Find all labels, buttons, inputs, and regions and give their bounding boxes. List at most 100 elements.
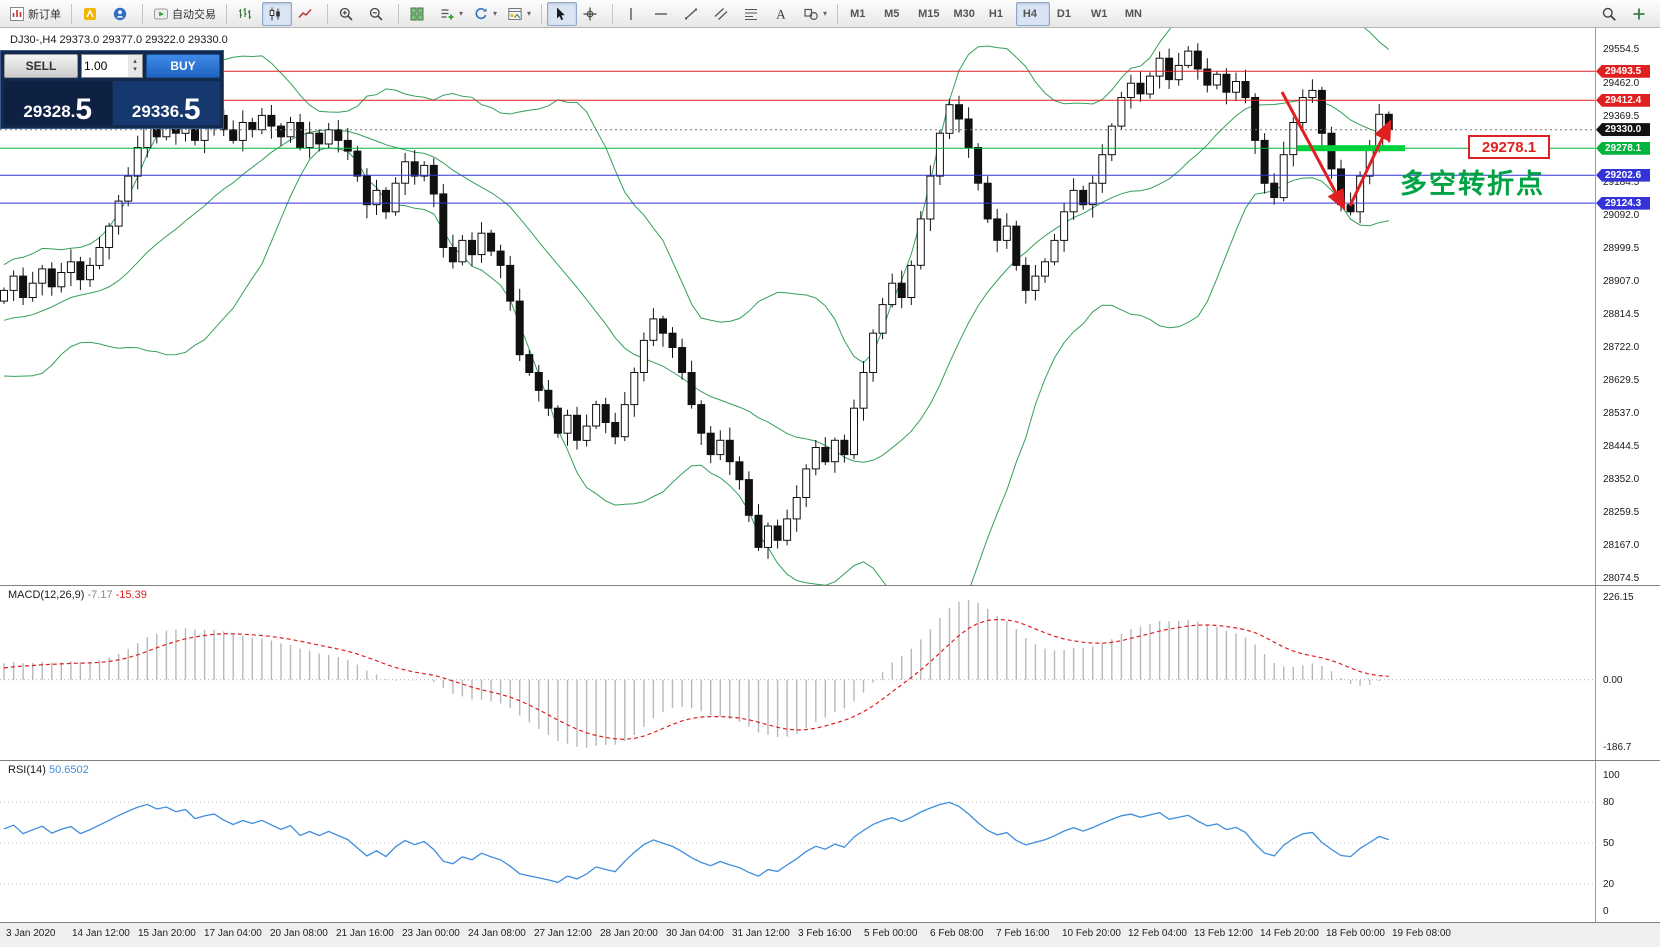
buy-price-big-digit: 5 — [183, 92, 201, 126]
macd-canvas[interactable] — [0, 586, 1596, 760]
text-button[interactable]: A — [768, 2, 798, 26]
timeframe-h1[interactable]: H1 — [988, 7, 1003, 20]
buy-price[interactable]: 29336. 5 — [112, 81, 220, 126]
toolbar-separator — [398, 3, 399, 24]
zoom-in-button[interactable] — [333, 2, 363, 26]
sell-price-main: 29328. — [23, 102, 76, 122]
volume-input[interactable] — [82, 55, 128, 77]
zoom-out-button[interactable] — [363, 2, 393, 26]
time-axis-label: 20 Jan 08:00 — [270, 928, 328, 939]
timeframe-w1[interactable]: W1 — [1090, 7, 1108, 20]
time-axis-label: 10 Feb 20:00 — [1062, 928, 1121, 939]
zoom-in-icon — [338, 6, 354, 22]
crosshair-button[interactable] — [577, 2, 607, 26]
sell-price-big-digit: 5 — [75, 92, 93, 126]
candlestick-chart-button[interactable] — [262, 1, 292, 26]
macd-axis[interactable]: 226.15 0.00 -186.7 — [1595, 586, 1660, 760]
community-icon — [112, 6, 128, 22]
sell-button[interactable]: SELL — [4, 54, 78, 78]
price-axis-label: 29554.5 — [1603, 44, 1640, 56]
time-axis-label: 14 Feb 20:00 — [1260, 928, 1319, 939]
dropdown-arrow-icon: ▾ — [493, 9, 498, 18]
rsi-axis[interactable]: 100 80 50 20 0 — [1595, 761, 1660, 922]
timeframe-m15[interactable]: M15 — [918, 7, 940, 20]
toolbar-separator — [612, 3, 614, 24]
main-chart-panel: DJ30-,H4 29373.0 29377.0 29322.0 29330.0… — [0, 28, 1660, 585]
price-axis[interactable]: 29554.529462.029369.529277.029184.529092… — [1595, 28, 1660, 585]
main-chart-canvas[interactable] — [0, 28, 1596, 585]
rsi-canvas[interactable] — [0, 761, 1596, 922]
dropdown-arrow-icon: ▾ — [459, 9, 464, 18]
price-axis-label: 28722.0 — [1603, 341, 1640, 353]
turning-point-annotation[interactable]: 多空转折点 — [1400, 169, 1545, 200]
timeframe-h4[interactable]: H4 — [1015, 1, 1050, 26]
rsi-axis-label: 50 — [1603, 838, 1615, 849]
stepper-up-icon[interactable]: ▴ — [133, 58, 137, 65]
time-axis[interactable]: 3 Jan 2020 14 Jan 12:00 15 Jan 20:00 17 Jan… — [0, 922, 1660, 947]
periods-button[interactable]: ▾ — [468, 2, 502, 26]
fibonacci-button[interactable] — [738, 2, 768, 26]
new-order-button-label: 新订单 — [28, 8, 61, 21]
price-axis-label: 28074.5 — [1603, 573, 1640, 584]
price-flag-annotation[interactable]: 29278.1 — [1468, 135, 1550, 160]
channel-button[interactable] — [708, 2, 738, 26]
indicators-button[interactable]: ▾ — [434, 2, 468, 26]
rsi-axis-label: 80 — [1603, 797, 1615, 809]
toolbar-separator — [226, 3, 227, 24]
time-axis-label: 13 Feb 12:00 — [1194, 928, 1253, 939]
vertical-line-button[interactable] — [618, 2, 648, 26]
time-axis-label: 21 Jan 16:00 — [336, 928, 394, 939]
rsi-title: RSI(14) — [8, 764, 46, 776]
search-icon — [1601, 6, 1617, 22]
new-order-icon — [9, 6, 25, 22]
horizontal-line-button[interactable] — [648, 2, 678, 26]
line-chart-button[interactable] — [292, 2, 322, 26]
cursor-button[interactable] — [547, 1, 578, 26]
stepper-down-icon[interactable]: ▾ — [133, 66, 137, 73]
zoom-out-icon — [368, 6, 384, 22]
bar-chart-button[interactable] — [232, 2, 262, 26]
price-axis-label: 29092.0 — [1603, 209, 1640, 221]
price-axis-label: 29184.5 — [1603, 176, 1640, 188]
time-axis-label: 30 Jan 04:00 — [666, 928, 724, 939]
toolbar-separator — [837, 3, 839, 24]
macd-label: MACD(12,26,9) -7.17 -15.39 — [8, 589, 147, 601]
price-badge: 29330.0 — [1596, 123, 1650, 137]
autotrading-button-label: 自动交易 — [172, 8, 216, 21]
time-axis-label: 24 Jan 08:00 — [468, 928, 526, 939]
price-badge: 29412.4 — [1596, 93, 1650, 107]
timeframe-m5[interactable]: M5 — [884, 7, 900, 20]
new-order-button[interactable]: 新订单 — [4, 2, 66, 26]
toolbar-separator — [71, 3, 72, 24]
price-axis-label: 28352.0 — [1603, 473, 1640, 485]
timeframe-m1[interactable]: M1 — [850, 7, 866, 20]
price-axis-label: 28814.5 — [1603, 308, 1640, 320]
time-axis-label: 18 Feb 00:00 — [1326, 928, 1385, 939]
search-button[interactable] — [1596, 2, 1626, 26]
volume-stepper[interactable]: ▴ ▾ — [128, 55, 142, 77]
timeframe-m30[interactable]: M30 — [953, 7, 975, 20]
cycle-icon — [473, 6, 489, 22]
trendline-button[interactable] — [678, 2, 708, 26]
add-button[interactable] — [1626, 2, 1656, 26]
tile-windows-button[interactable] — [404, 2, 434, 26]
bar-chart-icon — [237, 6, 253, 22]
sell-price[interactable]: 29328. 5 — [4, 81, 112, 125]
time-axis-label: 31 Jan 12:00 — [732, 928, 790, 939]
rsi-value: 50.6502 — [48, 764, 89, 776]
templates-button[interactable]: ▾ — [502, 2, 536, 26]
autotrading-button[interactable]: 自动交易 — [148, 2, 221, 26]
timeframe-mn[interactable]: MN — [1124, 7, 1142, 20]
vertical-line-icon — [623, 6, 639, 22]
community-button[interactable] — [107, 2, 137, 26]
macd-axis-label: -186.7 — [1603, 742, 1632, 753]
toolbar-separator — [541, 3, 543, 24]
time-axis-label: 28 Jan 20:00 — [600, 928, 658, 939]
metaeditor-button[interactable] — [77, 2, 107, 26]
time-axis-label: 19 Feb 08:00 — [1392, 928, 1451, 939]
shapes-button[interactable]: ▾ — [798, 2, 832, 26]
time-axis-label: 5 Feb 00:00 — [864, 928, 918, 939]
buy-button[interactable]: BUY — [146, 54, 220, 78]
timeframe-d1[interactable]: D1 — [1056, 7, 1071, 20]
